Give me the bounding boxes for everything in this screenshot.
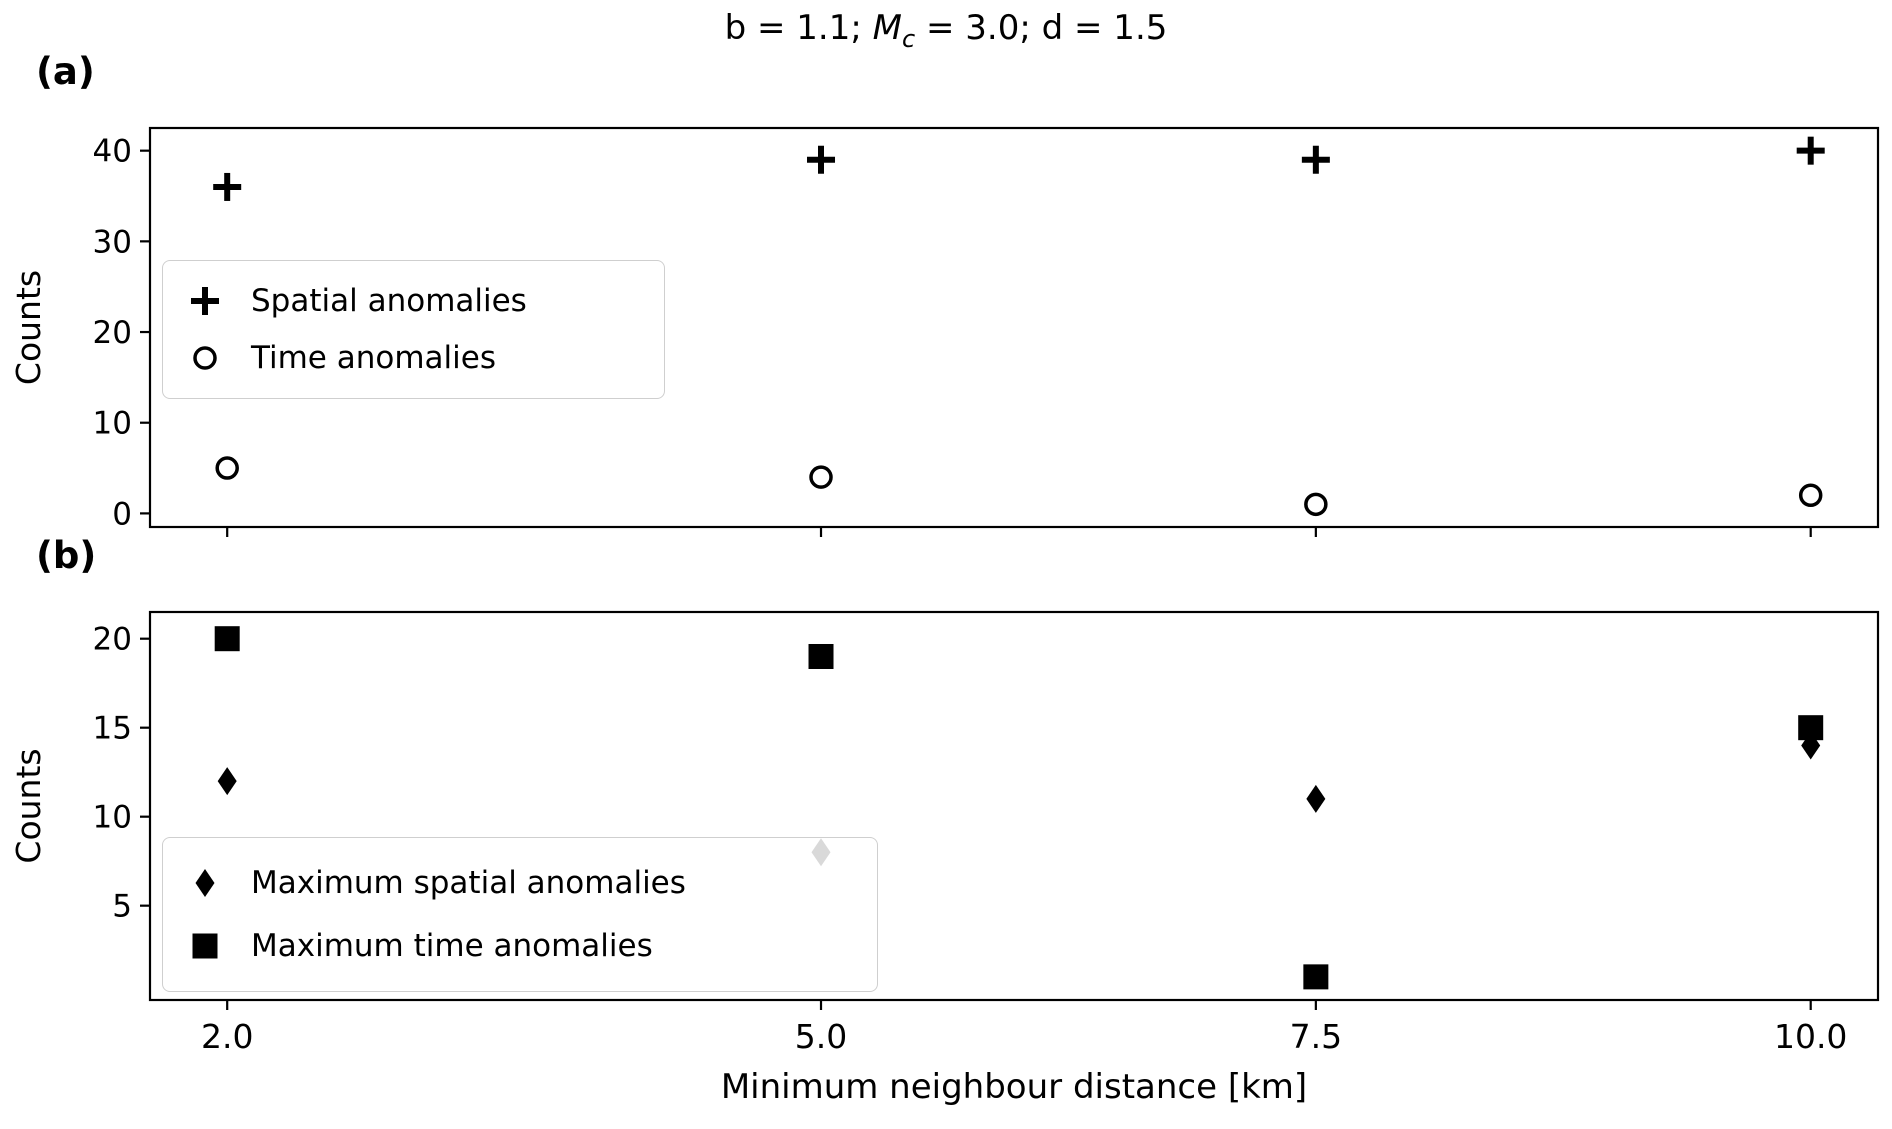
marker-plus bbox=[1301, 145, 1330, 174]
legend-item-max-time-anomalies: Maximum time anomalies bbox=[175, 923, 865, 969]
legend-item-time-anomalies: Time anomalies bbox=[175, 335, 652, 381]
marker-plus bbox=[807, 145, 836, 174]
y-axis-label: Counts bbox=[9, 748, 48, 863]
title-text: = 3.0; d = 1.5 bbox=[915, 8, 1168, 48]
x-tick-label: 7.5 bbox=[1290, 1017, 1342, 1056]
marker-circle-open bbox=[1798, 483, 1823, 508]
axes-frame bbox=[148, 126, 1880, 529]
square-marker-icon bbox=[192, 933, 218, 959]
legend-item-max-spatial-anomalies: Maximum spatial anomalies bbox=[175, 860, 865, 906]
marker-diamond bbox=[217, 767, 237, 796]
series-circle-open bbox=[215, 456, 1823, 517]
legend-panel-a: Spatial anomalies Time anomalies bbox=[162, 260, 665, 399]
y-tick-label: 10 bbox=[93, 800, 132, 836]
plus-marker-icon bbox=[191, 287, 219, 315]
figure-title: b = 1.1; Mc = 3.0; d = 1.5 bbox=[0, 8, 1892, 53]
legend-panel-b: Maximum spatial anomalies Maximum time a… bbox=[162, 837, 878, 992]
circle-open-marker-icon bbox=[193, 346, 217, 370]
y-tick-label: 5 bbox=[112, 889, 132, 925]
y-tick-label: 40 bbox=[93, 134, 132, 170]
legend-label: Spatial anomalies bbox=[251, 283, 527, 319]
marker-plus bbox=[213, 172, 242, 201]
x-axis-label: Minimum neighbour distance [km] bbox=[721, 1067, 1307, 1107]
x-tick-label: 5.0 bbox=[795, 1017, 847, 1056]
title-math-var: M bbox=[872, 8, 902, 48]
square-marker-glyph bbox=[192, 933, 218, 959]
title-math-sub: c bbox=[901, 24, 916, 53]
diamond-marker-glyph bbox=[195, 869, 215, 898]
y-tick-label: 0 bbox=[112, 496, 132, 532]
legend-label: Time anomalies bbox=[251, 340, 496, 376]
y-axis-label: Counts bbox=[9, 270, 48, 385]
series-plus bbox=[213, 136, 1825, 201]
diamond-marker-icon bbox=[195, 869, 215, 898]
title-text: b = 1.1; bbox=[724, 8, 873, 48]
y-tick-label: 20 bbox=[93, 315, 132, 351]
marker-diamond bbox=[1306, 784, 1326, 813]
marker-circle-open bbox=[1304, 492, 1328, 517]
panel-a-label: (a) bbox=[36, 50, 95, 93]
marker-square bbox=[808, 643, 834, 669]
marker-square bbox=[1303, 964, 1329, 990]
legend-label: Maximum spatial anomalies bbox=[251, 865, 686, 902]
plus-marker-glyph bbox=[191, 287, 219, 315]
series-square bbox=[214, 626, 1824, 990]
circle-open-marker-glyph bbox=[193, 346, 217, 370]
marker-square bbox=[214, 626, 240, 652]
y-tick-label: 15 bbox=[93, 711, 132, 747]
marker-circle-open bbox=[809, 465, 833, 489]
panel-b: 5 10 15 20 Counts 2.0 5.0 7.5 10.0 bbox=[9, 610, 1880, 1056]
marker-square bbox=[1798, 715, 1824, 741]
marker-circle-open bbox=[215, 456, 239, 480]
panel-a: 0 10 20 30 40 Counts bbox=[9, 126, 1880, 537]
axes-frame bbox=[148, 610, 1880, 1002]
x-tick-label: 2.0 bbox=[201, 1017, 253, 1056]
y-tick-label: 30 bbox=[93, 224, 132, 260]
y-tick-label: 10 bbox=[93, 406, 132, 442]
legend-label: Maximum time anomalies bbox=[251, 927, 653, 964]
marker-plus bbox=[1796, 136, 1825, 165]
x-tick-label: 10.0 bbox=[1774, 1017, 1847, 1056]
panel-b-label: (b) bbox=[36, 534, 97, 577]
legend-item-spatial-anomalies: Spatial anomalies bbox=[175, 278, 652, 324]
y-tick-label: 20 bbox=[93, 622, 132, 658]
